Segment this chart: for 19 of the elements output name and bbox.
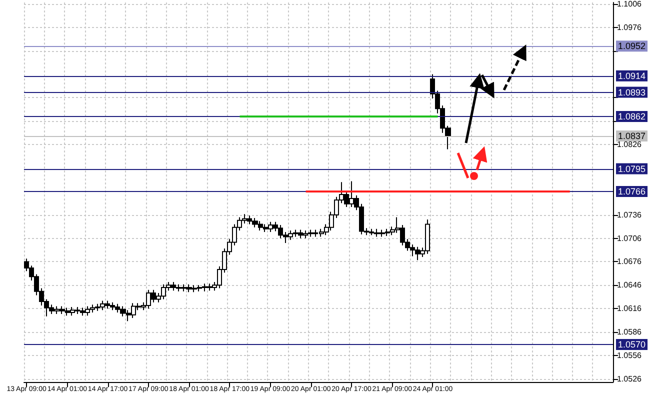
y-tick-label: 1.0706 bbox=[617, 234, 642, 243]
y-tick-label: 1.0676 bbox=[617, 257, 642, 266]
ref-line-label: 1.0952 bbox=[618, 41, 646, 52]
ref-line-label: 1.0862 bbox=[618, 111, 646, 122]
y-tick-label: 1.0646 bbox=[617, 280, 642, 290]
y-tick-label: 1.0586 bbox=[617, 328, 642, 337]
ref-line-label: 1.0795 bbox=[618, 164, 646, 174]
ref-line-label: 1.0570 bbox=[618, 340, 646, 350]
ref-line-label: 1.0766 bbox=[618, 186, 646, 196]
y-tick-label: 1.0556 bbox=[617, 350, 642, 360]
y-tick-label: 1.0736 bbox=[617, 210, 642, 220]
ref-line-label: 1.0837 bbox=[618, 130, 646, 141]
ref-line-label: 1.0914 bbox=[618, 70, 646, 81]
y-tick-label: 1.0526 bbox=[617, 374, 642, 384]
y-tick-label: 1.0976 bbox=[617, 22, 642, 32]
y-tick-label: 1.0616 bbox=[617, 304, 642, 314]
ref-line-label: 1.0893 bbox=[618, 87, 646, 98]
y-tick-label: 1.1006 bbox=[617, 0, 642, 8]
y-tick-label: 1.0826 bbox=[617, 140, 642, 150]
